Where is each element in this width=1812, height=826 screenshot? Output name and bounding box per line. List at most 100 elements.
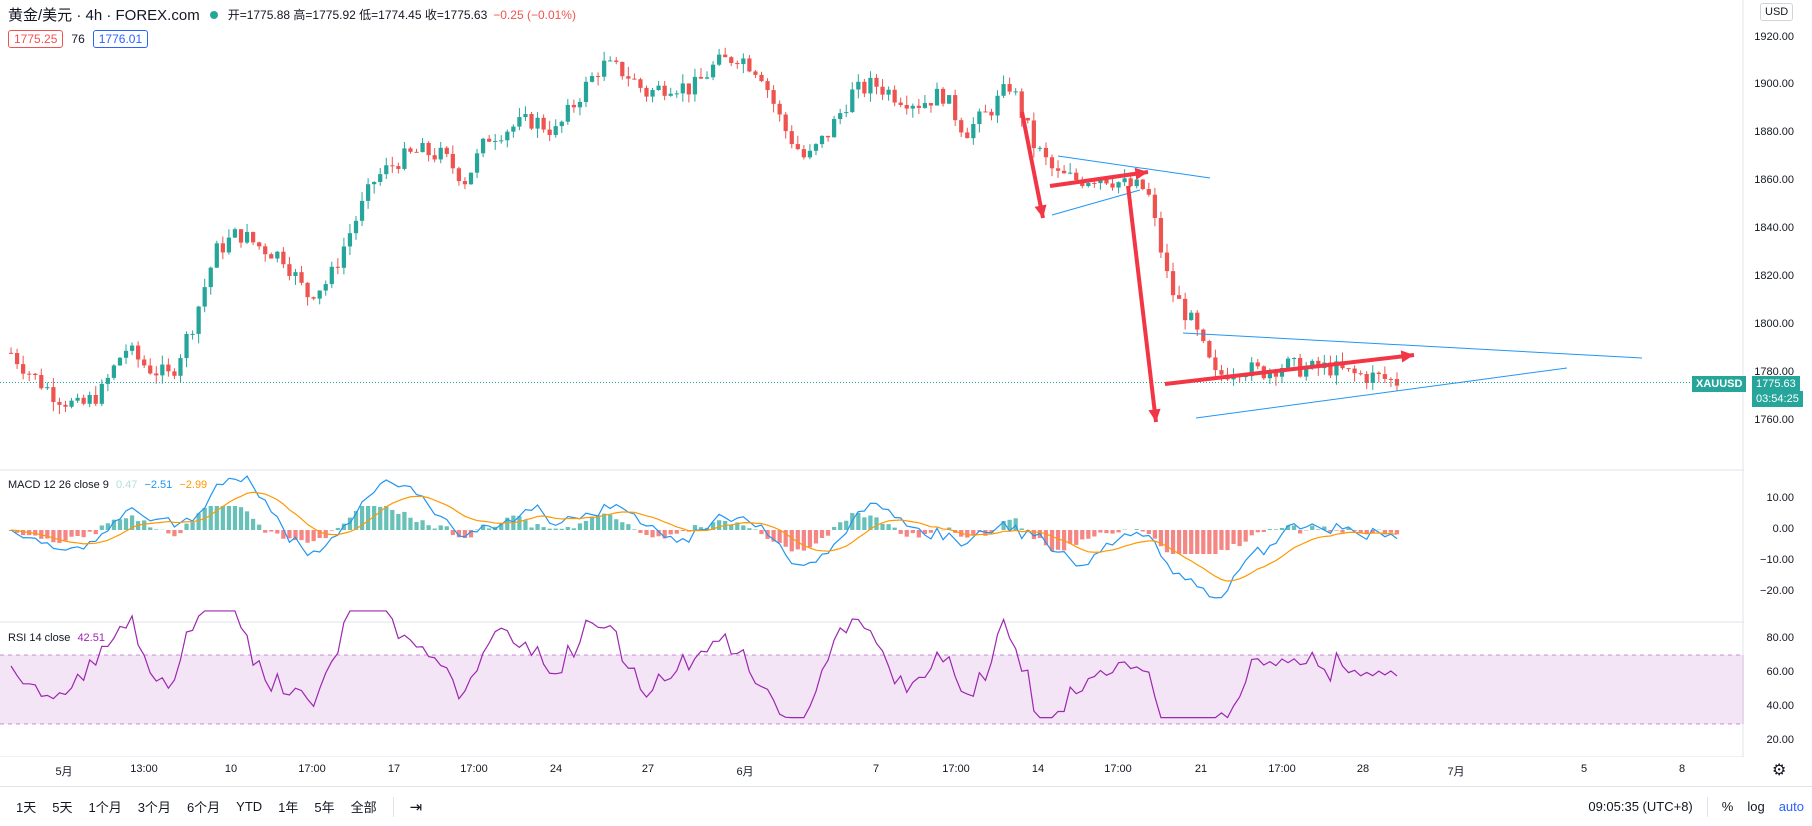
- candle-body: [1044, 148, 1048, 157]
- change-value: −0.25 (−0.01%): [493, 8, 576, 22]
- macd-histogram-bar: [433, 529, 437, 530]
- candle-body: [1177, 295, 1181, 299]
- candle-body: [1292, 358, 1296, 359]
- candle-body: [1365, 374, 1369, 383]
- candle-body: [1074, 173, 1078, 180]
- macd-legend: MACD 12 26 close 9 0.47 −2.51 −2.99: [8, 479, 207, 491]
- range-3m-button[interactable]: 3个月: [130, 797, 179, 816]
- chart-area[interactable]: [0, 0, 1744, 757]
- candle-body: [1195, 313, 1199, 330]
- candle-body: [475, 153, 479, 172]
- candle-body: [1201, 330, 1205, 342]
- candle-body: [729, 57, 733, 63]
- time-axis-label: 17:00: [1268, 763, 1296, 775]
- candle-body: [1014, 91, 1018, 92]
- rsi-label[interactable]: RSI 14 close: [8, 632, 70, 644]
- macd-histogram-bar: [190, 522, 194, 530]
- macd-histogram-bar: [94, 530, 98, 534]
- range-1d-button[interactable]: 1天: [8, 797, 44, 816]
- range-ytd-button[interactable]: YTD: [228, 799, 270, 814]
- rsi-legend: RSI 14 close 42.51: [8, 632, 105, 644]
- candle-body: [820, 136, 824, 144]
- clock-time: 09:05:35 (UTC+8): [1588, 799, 1692, 814]
- candle-body: [941, 89, 945, 104]
- candle-body: [378, 174, 382, 182]
- candle-body: [899, 103, 903, 105]
- candle-body: [439, 148, 443, 160]
- settings-gear-icon[interactable]: ⚙: [1772, 760, 1786, 780]
- candle-body: [118, 358, 122, 366]
- macd-histogram-bar: [263, 530, 267, 533]
- range-5d-button[interactable]: 5天: [44, 797, 80, 816]
- candle-body: [75, 398, 79, 401]
- macd-histogram-bar: [154, 529, 158, 530]
- macd-histogram-bar: [529, 527, 533, 530]
- symbol-title[interactable]: 黄金/美元 · 4h · FOREX.com: [8, 4, 200, 25]
- candle-body: [554, 126, 558, 135]
- macd-label[interactable]: MACD 12 26 close 9: [8, 479, 109, 491]
- candle-body: [451, 154, 455, 168]
- time-axis-label: 5: [1581, 763, 1587, 775]
- macd-histogram-bar: [1389, 530, 1393, 533]
- candle-body: [1256, 362, 1260, 366]
- macd-histogram-bar: [233, 506, 237, 530]
- log-toggle[interactable]: log: [1747, 799, 1764, 814]
- candle-body: [626, 76, 630, 78]
- goto-date-icon[interactable]: ⇥: [402, 798, 431, 816]
- candle-body: [790, 131, 794, 144]
- candle-body: [1377, 373, 1381, 374]
- range-1y-button[interactable]: 1年: [270, 797, 306, 816]
- macd-histogram-bar: [650, 530, 654, 537]
- candle-body: [1171, 271, 1175, 295]
- range-5y-button[interactable]: 5年: [306, 797, 342, 816]
- macd-histogram-bar: [408, 518, 412, 530]
- macd-histogram-bar: [148, 527, 152, 530]
- macd-histogram-bar: [886, 524, 890, 530]
- candle-body: [469, 173, 473, 185]
- candle-body: [517, 117, 521, 126]
- macd-histogram-bar: [808, 530, 812, 547]
- macd-histogram-bar: [1050, 530, 1054, 551]
- range-6m-button[interactable]: 6个月: [179, 797, 228, 816]
- macd-histogram-bar: [88, 530, 92, 532]
- candle-body: [753, 71, 757, 74]
- candle-body: [160, 365, 164, 376]
- currency-select[interactable]: USD: [1760, 3, 1793, 21]
- macd-histogram-bar: [1080, 530, 1084, 539]
- macd-histogram-bar: [1165, 530, 1169, 552]
- macd-histogram-bar: [814, 530, 818, 544]
- candle-body: [9, 353, 13, 354]
- macd-histogram-bar: [384, 506, 388, 530]
- candle-body: [215, 243, 219, 267]
- rsi-axis-label: 80.00: [1766, 632, 1794, 644]
- candle-body: [735, 63, 739, 64]
- macd-histogram-bar: [681, 530, 685, 531]
- candle-body: [1032, 120, 1036, 148]
- macd-histogram-bar: [439, 525, 443, 530]
- candle-body: [148, 365, 152, 373]
- trend-arrow: [1128, 186, 1156, 422]
- sell-button[interactable]: 1775.25: [8, 30, 63, 48]
- auto-toggle[interactable]: auto: [1779, 799, 1804, 814]
- macd-histogram-bar: [1250, 530, 1254, 535]
- macd-histogram-bar: [832, 527, 836, 530]
- macd-histogram-bar: [753, 529, 757, 530]
- candle-body: [414, 152, 418, 153]
- candle-body: [100, 384, 104, 404]
- price-axis-label: 1840.00: [1754, 222, 1794, 234]
- candle-body: [94, 395, 98, 404]
- range-1m-button[interactable]: 1个月: [80, 797, 129, 816]
- macd-histogram-bar: [1110, 530, 1114, 534]
- macd-histogram-bar: [911, 530, 915, 533]
- spread-value: 76: [71, 32, 84, 46]
- range-all-button[interactable]: 全部: [343, 797, 385, 816]
- candle-body: [723, 55, 727, 58]
- price-axis-label: 1900.00: [1754, 78, 1794, 90]
- buy-button[interactable]: 1776.01: [93, 30, 148, 48]
- candle-body: [995, 96, 999, 116]
- chart-canvas[interactable]: [0, 0, 1744, 757]
- candle-body: [693, 77, 697, 95]
- percent-toggle[interactable]: %: [1722, 799, 1734, 814]
- macd-histogram-bar: [838, 522, 842, 530]
- macd-histogram-bar: [1147, 530, 1151, 534]
